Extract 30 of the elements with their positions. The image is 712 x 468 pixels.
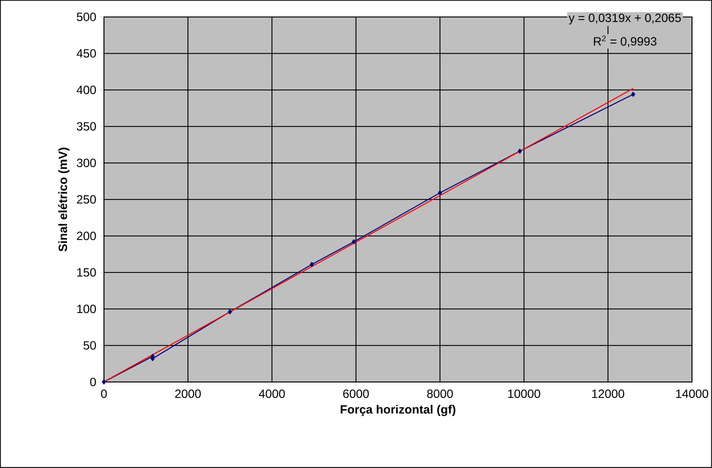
y-axis-title: Sinal elétrico (mV) xyxy=(58,148,70,252)
y-tick-label: 500 xyxy=(76,12,96,22)
y-tick-label: 350 xyxy=(76,122,96,131)
y-tick-label: 400 xyxy=(76,86,96,94)
y-tick-label: 150 xyxy=(77,268,96,277)
y-tick-label: 200 xyxy=(76,232,96,240)
y-tick-label: 0 xyxy=(90,378,96,386)
x-tick-label: 14000 xyxy=(676,390,708,398)
x-tick-label: 12000 xyxy=(592,390,624,398)
x-tick-label: 6000 xyxy=(343,390,369,398)
annotation: y = 0,0319x + 0,2065 xyxy=(568,14,681,25)
x-tick-label: 8000 xyxy=(427,390,453,398)
point xyxy=(228,309,232,314)
point xyxy=(310,262,314,267)
y-tick-label: 100 xyxy=(77,304,96,314)
point xyxy=(518,148,522,154)
x-tick-label: 0 xyxy=(101,390,107,398)
y-tick-label: 250 xyxy=(76,195,96,204)
y-tick-label: 450 xyxy=(76,49,96,58)
y-tick-label: 50 xyxy=(84,341,96,350)
x-axis-title: Força horizontal (gf) xyxy=(340,404,456,416)
x-tick-label: 10000 xyxy=(508,390,540,398)
point xyxy=(352,239,356,244)
y-tick-label: 300 xyxy=(76,158,96,168)
x-tick-label: 2000 xyxy=(175,390,201,398)
x-tick-label: 4000 xyxy=(258,390,285,398)
point xyxy=(631,92,636,97)
annotation: R$^{2}$ = 0,9993 xyxy=(594,36,656,48)
point xyxy=(102,380,106,385)
point xyxy=(438,190,442,196)
